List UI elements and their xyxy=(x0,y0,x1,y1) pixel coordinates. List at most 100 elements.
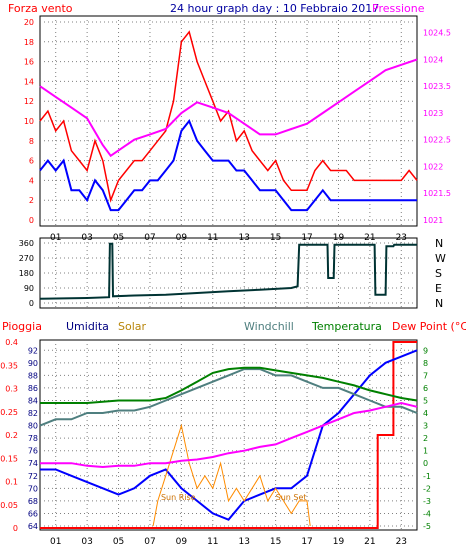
humidity-tick-label: 70 xyxy=(28,484,38,493)
humidity-tick-label: 72 xyxy=(28,472,38,481)
temperature-tick-label: 2 xyxy=(423,434,428,443)
sunrise-annotation: Sun Rise xyxy=(161,493,196,502)
wind-tick-label: 4 xyxy=(29,176,34,185)
wind-tick-label: 8 xyxy=(29,137,34,146)
temperature-tick-label: 3 xyxy=(423,422,428,431)
wind-tick-label: 14 xyxy=(24,77,34,86)
wind-tick-label: 18 xyxy=(24,38,34,47)
wind-gust-line xyxy=(39,30,418,203)
x-tick-label-bottom: 21 xyxy=(364,537,375,547)
x-tick-label-top: 11 xyxy=(207,233,218,243)
compass-label: N xyxy=(435,237,443,250)
x-tick-label-top: 07 xyxy=(144,233,155,243)
annotation-layer: Sun Rise Sun Set xyxy=(161,493,307,502)
humidity-tick-label: 92 xyxy=(28,346,38,355)
temperature-tick-label: 6 xyxy=(423,384,428,393)
x-tick-label-top: 03 xyxy=(81,233,92,243)
x-tick-label-top: 23 xyxy=(396,233,407,243)
dewpoint-axis-label: Dew Point (°C) xyxy=(392,320,466,333)
x-tick-label-bottom: 11 xyxy=(207,537,218,547)
rain-tick-label: 0.05 xyxy=(0,501,18,510)
wind-direction-line xyxy=(39,242,417,300)
direction-tick-label: 90 xyxy=(24,284,34,293)
rain-tick-label: 0.25 xyxy=(0,408,18,417)
temperature-tick-label: 7 xyxy=(423,371,428,380)
sunset-annotation: Sun Set xyxy=(276,493,307,502)
humidity-tick-label: 66 xyxy=(28,509,38,518)
x-tick-label-top: 21 xyxy=(364,233,375,243)
x-tick-label-bottom: 19 xyxy=(333,537,345,547)
humidity-tick-label: 90 xyxy=(28,359,38,368)
x-tick-label-top: 15 xyxy=(270,233,281,243)
x-tick-label-top: 13 xyxy=(238,233,249,243)
temperature-tick-label: -4 xyxy=(423,509,431,518)
rain-line xyxy=(40,341,417,529)
compass-label: W xyxy=(435,252,446,265)
tick-label-layer: 0101030305050707090911111313151517171919… xyxy=(0,18,451,547)
x-tick-label-top: 01 xyxy=(50,233,61,243)
temperature-tick-label: -1 xyxy=(423,472,431,481)
temperature-tick-label: 0 xyxy=(423,459,428,468)
x-tick-label-bottom: 01 xyxy=(50,537,61,547)
x-tick-label-bottom: 09 xyxy=(176,537,188,547)
chart-title: 24 hour graph day : 10 Febbraio 2017 xyxy=(170,2,379,15)
humidity-tick-label: 74 xyxy=(28,459,38,468)
rain-tick-label: 0 xyxy=(13,524,18,533)
pressure-tick-label: 1023.5 xyxy=(423,82,451,91)
humidity-tick-label: 82 xyxy=(28,409,38,418)
humidity-axis-label: Umidita xyxy=(66,320,109,333)
humidity-tick-label: 76 xyxy=(28,447,38,456)
rain-tick-label: 0.1 xyxy=(5,478,18,487)
pressure-tick-label: 1021 xyxy=(423,216,443,225)
direction-tick-label: 360 xyxy=(19,239,34,248)
wind-tick-label: 16 xyxy=(24,58,34,67)
solar-line xyxy=(152,423,311,527)
humidity-tick-label: 86 xyxy=(28,384,38,393)
dewpoint-line xyxy=(40,401,418,469)
x-tick-label-top: 05 xyxy=(113,233,124,243)
humidity-tick-label: 80 xyxy=(28,422,38,431)
pressure-tick-label: 1023 xyxy=(423,109,443,118)
wind-tick-label: 12 xyxy=(24,97,34,106)
pressure-line xyxy=(39,58,418,158)
temperature-tick-label: 9 xyxy=(423,346,428,355)
x-tick-label-bottom: 17 xyxy=(301,537,312,547)
humidity-tick-label: 68 xyxy=(28,497,38,506)
x-tick-label-bottom: 05 xyxy=(113,537,124,547)
humidity-tick-label: 78 xyxy=(28,434,38,443)
solar-axis-label: Solar xyxy=(118,320,147,333)
x-tick-label-bottom: 15 xyxy=(270,537,281,547)
rain-humidity-temperature-panel xyxy=(39,339,418,531)
windchill-axis-label: Windchill xyxy=(244,320,294,333)
wind-tick-label: 10 xyxy=(24,117,34,126)
x-tick-label-bottom: 03 xyxy=(81,537,92,547)
pressure-tick-label: 1022.5 xyxy=(423,136,451,145)
direction-tick-label: 0 xyxy=(29,299,34,308)
x-tick-label-bottom: 07 xyxy=(144,537,155,547)
humidity-tick-label: 84 xyxy=(28,396,38,405)
pressure-tick-label: 1024.5 xyxy=(423,29,451,38)
x-tick-label-top: 19 xyxy=(333,233,345,243)
windchill-line xyxy=(39,368,418,427)
x-tick-label-top: 17 xyxy=(301,233,312,243)
temperature-tick-label: 8 xyxy=(423,359,428,368)
humidity-tick-label: 88 xyxy=(28,371,38,380)
humidity-tick-label: 64 xyxy=(28,522,38,531)
wind-avg-line xyxy=(39,119,417,212)
wind-axis-label: Forza vento xyxy=(8,2,73,15)
pressure-tick-label: 1024 xyxy=(423,55,443,64)
rain-tick-label: 0.4 xyxy=(5,338,18,347)
temperature-tick-label: -2 xyxy=(423,484,431,493)
compass-label: S xyxy=(435,267,442,280)
x-tick-label-bottom: 13 xyxy=(238,537,249,547)
wind-tick-label: 2 xyxy=(29,196,34,205)
pressure-tick-label: 1021.5 xyxy=(423,189,451,198)
pressure-tick-label: 1022 xyxy=(423,162,443,171)
direction-tick-label: 180 xyxy=(19,269,34,278)
temperature-tick-label: 4 xyxy=(423,409,428,418)
rain-axis-label: Pioggia xyxy=(2,320,42,333)
pressure-axis-label: Pressione xyxy=(372,2,425,15)
x-tick-label-bottom: 23 xyxy=(396,537,407,547)
